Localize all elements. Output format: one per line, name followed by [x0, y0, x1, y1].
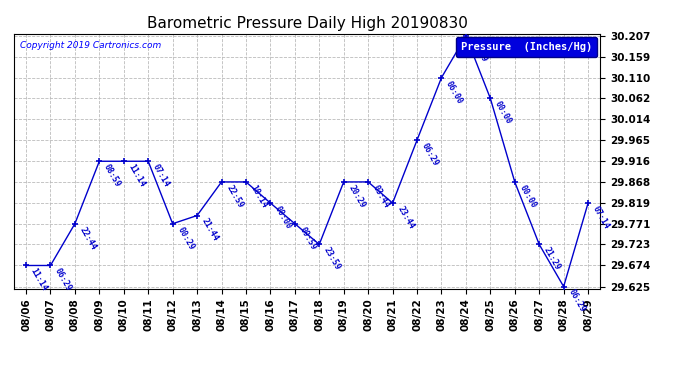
Title: Barometric Pressure Daily High 20190830: Barometric Pressure Daily High 20190830 — [146, 16, 468, 31]
Text: Copyright 2019 Cartronics.com: Copyright 2019 Cartronics.com — [19, 41, 161, 50]
Text: 00:29: 00:29 — [175, 225, 196, 251]
Text: 06:29: 06:29 — [53, 267, 74, 293]
Text: 23:44: 23:44 — [395, 204, 415, 231]
Text: 09:59: 09:59 — [469, 37, 489, 63]
Text: 09:59: 09:59 — [297, 225, 318, 251]
Text: 21:44: 21:44 — [200, 217, 220, 243]
Text: 06:29: 06:29 — [420, 141, 440, 168]
Text: 07:14: 07:14 — [151, 163, 171, 189]
Text: 11:14: 11:14 — [126, 163, 147, 189]
Text: 07:14: 07:14 — [591, 204, 611, 231]
Text: 00:00: 00:00 — [273, 204, 293, 231]
Text: 11:14: 11:14 — [29, 267, 49, 293]
Text: 00:00: 00:00 — [493, 100, 513, 126]
Text: 21:29: 21:29 — [542, 246, 562, 272]
Text: 22:44: 22:44 — [78, 225, 98, 251]
Text: 03:44: 03:44 — [371, 183, 391, 210]
Text: 20:29: 20:29 — [346, 183, 367, 210]
Text: 22:59: 22:59 — [224, 183, 244, 210]
Text: 23:59: 23:59 — [322, 246, 342, 272]
Text: 06:29: 06:29 — [566, 288, 586, 314]
Legend: Pressure  (Inches/Hg): Pressure (Inches/Hg) — [455, 37, 597, 57]
Text: 10:14: 10:14 — [248, 183, 269, 210]
Text: 06:00: 06:00 — [444, 79, 464, 105]
Text: 00:00: 00:00 — [518, 183, 538, 210]
Text: 08:59: 08:59 — [102, 163, 122, 189]
